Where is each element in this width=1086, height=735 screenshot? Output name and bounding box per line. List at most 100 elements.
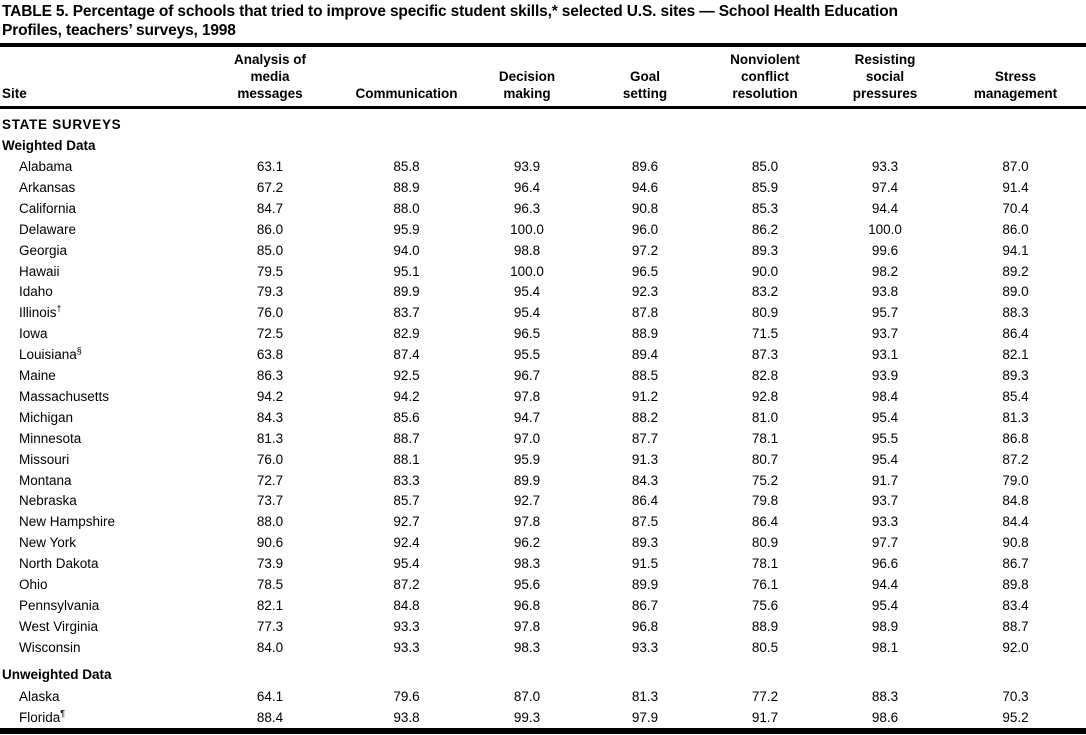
value-cell: 93.3 (393, 639, 420, 655)
value-cell: 89.9 (631, 576, 659, 592)
table-row: Ohio 78.5 87.2 95.6 89.9 76.1 94.4 89.8 (0, 575, 1086, 596)
value-cell: 88.3 (871, 688, 899, 704)
value-cell: 87.2 (393, 576, 420, 592)
value-cell: 89.6 (631, 159, 659, 175)
value-cell: 67.2 (256, 180, 284, 196)
site-cell: Nebraska (19, 493, 77, 509)
value-cell: 97.2 (631, 242, 659, 258)
value-cell: 76.1 (751, 576, 779, 592)
table-row: North Dakota 73.9 95.4 98.3 91.5 78.1 96.6 86.7 (0, 554, 1086, 575)
column-header: Stress management (945, 44, 1086, 110)
value-cell: 83.4 (1002, 597, 1029, 613)
value-cell: 95.5 (513, 347, 541, 363)
value-cell: 72.5 (256, 326, 284, 342)
site-cell: Montana (19, 472, 72, 488)
value-cell: 87.7 (631, 430, 659, 446)
value-cell: 81.0 (751, 409, 779, 425)
value-cell: 79.0 (1002, 472, 1029, 488)
value-cell: 95.4 (513, 284, 541, 300)
value-cell: 93.7 (871, 326, 899, 342)
value-cell: 96.3 (513, 200, 541, 216)
section-label: Weighted Data (2, 137, 96, 153)
column-header-label: Stress management (973, 68, 1058, 101)
value-cell: 90.0 (751, 263, 779, 279)
table-row: Minnesota 81.3 88.7 97.0 87.7 78.1 95.5 86.8 (0, 428, 1086, 449)
value-cell: 73.9 (256, 556, 284, 572)
table-title-line-1: TABLE 5. Percentage of schools that trie… (2, 3, 898, 20)
table-row: Alaska 64.1 79.6 87.0 81.3 77.2 88.3 70.3 (0, 686, 1086, 707)
value-cell: 94.0 (393, 242, 420, 258)
value-cell: 94.7 (513, 409, 541, 425)
site-cell: Wisconsin (19, 639, 81, 655)
value-cell: 79.8 (751, 493, 779, 509)
value-cell: 96.8 (513, 597, 541, 613)
header-row: Site Analysis of media messages Communicat… (0, 44, 1086, 110)
value-cell: 88.0 (256, 514, 284, 530)
value-cell: 84.3 (631, 472, 659, 488)
site-cell: Maine (19, 368, 56, 384)
value-cell: 87.2 (1002, 451, 1029, 467)
data-table: Site Analysis of media messages Communicat… (0, 42, 1086, 735)
table-row: Nebraska 73.7 85.7 92.7 86.4 79.8 93.7 84.8 (0, 491, 1086, 512)
value-cell: 70.4 (1002, 200, 1029, 216)
value-cell: 98.3 (513, 556, 541, 572)
value-cell: 88.3 (1002, 305, 1029, 321)
value-cell: 97.7 (871, 535, 899, 551)
table-row: Wisconsin 84.0 93.3 98.3 93.3 80.5 98.1 92.0 (0, 637, 1086, 658)
value-cell: 88.0 (393, 200, 420, 216)
value-cell: 64.1 (256, 688, 284, 704)
site-cell: Florida¶ (19, 708, 66, 725)
column-header: Goal setting (585, 44, 705, 110)
value-cell: 85.8 (393, 159, 420, 175)
value-cell: 100.0 (510, 263, 544, 279)
value-cell: 75.6 (751, 597, 779, 613)
value-cell: 93.8 (393, 709, 420, 725)
value-cell: 91.2 (631, 388, 659, 404)
site-cell: Arkansas (19, 180, 76, 196)
section-label: STATE SURVEYS (2, 117, 122, 133)
value-cell: 83.3 (393, 472, 420, 488)
section-row: STATE SURVEYS (0, 108, 1086, 138)
value-cell: 75.2 (751, 472, 779, 488)
value-cell: 94.1 (1002, 242, 1029, 258)
value-cell: 94.6 (631, 180, 659, 196)
value-cell: 94.4 (871, 200, 899, 216)
table-row: Idaho 79.3 89.9 95.4 92.3 83.2 93.8 89.0 (0, 282, 1086, 303)
value-cell: 91.5 (631, 556, 659, 572)
column-header: Communication (344, 44, 469, 110)
site-cell: Alabama (19, 159, 73, 175)
table-row: Florida¶ 88.4 93.8 99.3 97.9 91.7 98.6 95.2 (0, 707, 1086, 731)
value-cell: 98.1 (871, 639, 899, 655)
value-cell: 93.1 (871, 347, 899, 363)
column-header: Nonviolent conflict resolution (705, 44, 825, 110)
table-row: Illinois† 76.0 83.7 95.4 87.8 80.9 95.7 88.3 (0, 303, 1086, 324)
value-cell: 89.4 (631, 347, 659, 363)
value-cell: 80.5 (751, 639, 779, 655)
value-cell: 81.3 (631, 688, 659, 704)
value-cell: 85.0 (751, 159, 779, 175)
table-row: Alabama 63.1 85.8 93.9 89.6 85.0 93.3 87.0 (0, 157, 1086, 178)
value-cell: 86.7 (1002, 556, 1029, 572)
value-cell: 72.7 (256, 472, 284, 488)
value-cell: 73.7 (256, 493, 284, 509)
value-cell: 84.7 (256, 200, 284, 216)
value-cell: 80.9 (751, 305, 779, 321)
value-cell: 98.9 (871, 618, 899, 634)
value-cell: 88.7 (1002, 618, 1029, 634)
site-cell: Illinois† (19, 303, 62, 321)
value-cell: 84.0 (256, 639, 284, 655)
value-cell: 87.0 (513, 688, 541, 704)
site-cell: New Hampshire (19, 514, 116, 530)
value-cell: 89.3 (631, 535, 659, 551)
table-row: Louisiana§ 63.8 87.4 95.5 89.4 87.3 93.1 82.1 (0, 345, 1086, 366)
value-cell: 97.9 (631, 709, 659, 725)
column-header-label: Analysis of media messages (233, 51, 307, 101)
value-cell: 88.9 (751, 618, 779, 634)
value-cell: 96.5 (513, 326, 541, 342)
column-header-label: Goal setting (622, 68, 668, 101)
value-cell: 86.3 (256, 368, 284, 384)
value-cell: 97.4 (871, 180, 899, 196)
site-cell: Iowa (19, 326, 48, 342)
site-cell: North Dakota (19, 556, 99, 572)
column-header-site: Site (0, 44, 196, 110)
